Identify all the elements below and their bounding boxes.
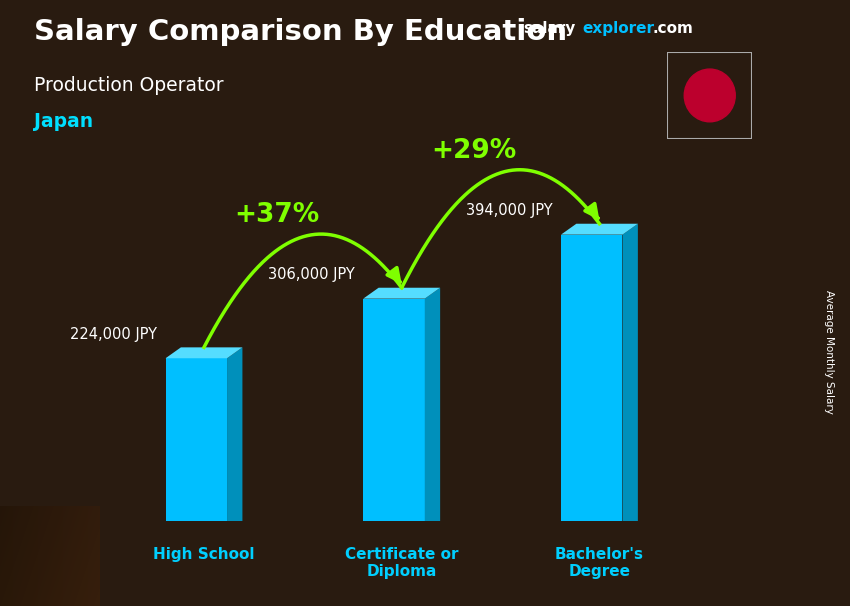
Polygon shape (622, 224, 638, 521)
Text: +29%: +29% (432, 138, 517, 164)
Text: explorer: explorer (582, 21, 654, 36)
Polygon shape (363, 288, 440, 299)
Polygon shape (561, 224, 638, 235)
Text: +37%: +37% (234, 202, 319, 228)
Text: Japan: Japan (34, 112, 94, 131)
Text: Average Monthly Salary: Average Monthly Salary (824, 290, 834, 413)
Polygon shape (166, 347, 242, 358)
Polygon shape (166, 358, 227, 521)
Text: .com: .com (653, 21, 694, 36)
Text: 306,000 JPY: 306,000 JPY (268, 267, 354, 282)
Text: Bachelor's
Degree: Bachelor's Degree (555, 547, 644, 579)
Polygon shape (363, 299, 425, 521)
Text: 224,000 JPY: 224,000 JPY (70, 327, 156, 342)
Polygon shape (561, 235, 622, 521)
Text: Salary Comparison By Education: Salary Comparison By Education (34, 18, 567, 46)
Text: High School: High School (153, 547, 255, 562)
Text: salary: salary (523, 21, 575, 36)
Polygon shape (227, 347, 242, 521)
Text: Certificate or
Diploma: Certificate or Diploma (345, 547, 458, 579)
Polygon shape (425, 288, 440, 521)
Text: 394,000 JPY: 394,000 JPY (466, 203, 552, 218)
Text: Production Operator: Production Operator (34, 76, 224, 95)
Circle shape (684, 69, 735, 122)
